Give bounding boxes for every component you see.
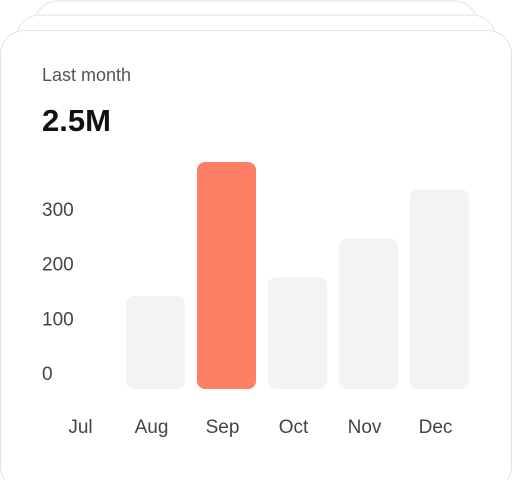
bar — [410, 189, 469, 389]
x-tick-label: Dec — [419, 417, 453, 438]
x-tick-label: Jul — [68, 417, 92, 438]
subtitle: Last month — [42, 65, 131, 85]
y-tick-label: 200 — [42, 255, 74, 276]
x-tick-label: Oct — [279, 417, 309, 438]
y-tick-label: 0 — [42, 364, 53, 385]
headline-value: 2.5M — [42, 103, 111, 138]
bar — [197, 162, 256, 389]
x-tick-label: Sep — [206, 417, 240, 438]
x-tick-label: Aug — [135, 417, 169, 438]
bar — [339, 238, 398, 389]
y-tick-label: 300 — [42, 200, 74, 221]
bar — [126, 296, 185, 389]
x-tick-label: Nov — [348, 417, 382, 438]
y-tick-label: 100 — [42, 309, 74, 330]
bar — [268, 276, 327, 389]
